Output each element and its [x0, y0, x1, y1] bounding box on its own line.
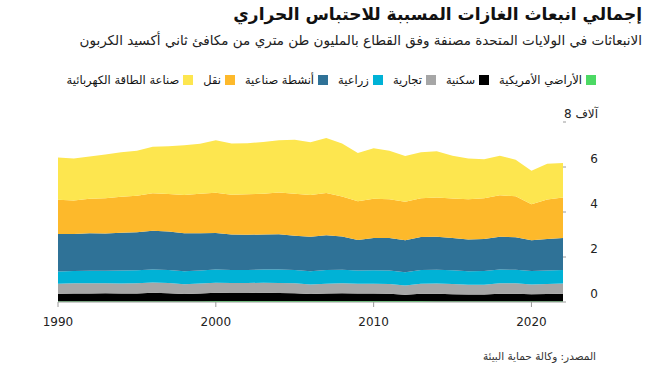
- legend-item: الأراضي الأمريكية: [499, 73, 596, 87]
- legend-item: سكنية: [446, 73, 489, 87]
- legend-swatch: [426, 75, 436, 85]
- legend-item: تجارية: [393, 73, 436, 87]
- x-tick: [531, 302, 532, 307]
- legend-swatch: [225, 75, 235, 85]
- x-tick-label: 2020: [516, 315, 547, 329]
- legend-label: سكنية: [446, 73, 475, 87]
- legend-swatch: [479, 75, 489, 85]
- legend-swatch: [586, 75, 596, 85]
- area-series: [58, 269, 563, 285]
- y-tick-label: 6: [590, 152, 598, 166]
- chart: 0 2 4 6 8 آلاف 1990 2000 2010 2020: [0, 0, 654, 379]
- x-tick: [373, 302, 374, 307]
- legend-label: زراعية: [338, 73, 369, 87]
- x-tick: [215, 302, 216, 307]
- y-tick-label: 4: [590, 197, 598, 211]
- x-tick-label: 2010: [358, 315, 389, 329]
- legend-label: أنشطة صناعية: [245, 73, 314, 87]
- x-tick: [58, 302, 59, 307]
- area-series: [58, 192, 563, 240]
- x-tick-label: 1990: [43, 315, 74, 329]
- x-tick-label: 2000: [201, 315, 232, 329]
- legend-swatch: [373, 75, 383, 85]
- legend-label: تجارية: [393, 73, 422, 87]
- title: إجمالي انبعاث الغازات المسببة للاحتباس ا…: [12, 4, 642, 24]
- y-tick: [563, 212, 566, 213]
- subtitle: الانبعاثات في الولايات المتحدة مصنفة وفق…: [12, 30, 642, 50]
- y-tick: [563, 122, 566, 123]
- area-series: [58, 138, 563, 204]
- y-tick-label: 0: [590, 287, 598, 301]
- legend-item: أنشطة صناعية: [245, 73, 328, 87]
- legend-item: صناعة الطاقة الكهربائية: [67, 73, 194, 87]
- y-tick: [563, 302, 566, 303]
- y-tick: [563, 257, 566, 258]
- y-tick: [563, 167, 566, 168]
- plot-area: [58, 138, 563, 302]
- legend-item: زراعية: [338, 73, 383, 87]
- legend-swatch: [183, 75, 193, 85]
- y-tick-label: 2: [590, 242, 598, 256]
- x-axis-line: [58, 302, 563, 303]
- y-tick-label: 8 آلاف: [564, 106, 599, 121]
- legend-label: نقل: [203, 73, 221, 87]
- legend: الأراضي الأمريكية سكنية تجارية زراعية أنشطة …: [36, 73, 596, 87]
- legend-label: صناعة الطاقة الكهربائية: [67, 73, 180, 87]
- legend-swatch: [318, 75, 328, 85]
- legend-label: الأراضي الأمريكية: [499, 73, 582, 87]
- legend-item: نقل: [203, 73, 235, 87]
- source: المصدر: وكالة حماية البيئة: [483, 350, 596, 362]
